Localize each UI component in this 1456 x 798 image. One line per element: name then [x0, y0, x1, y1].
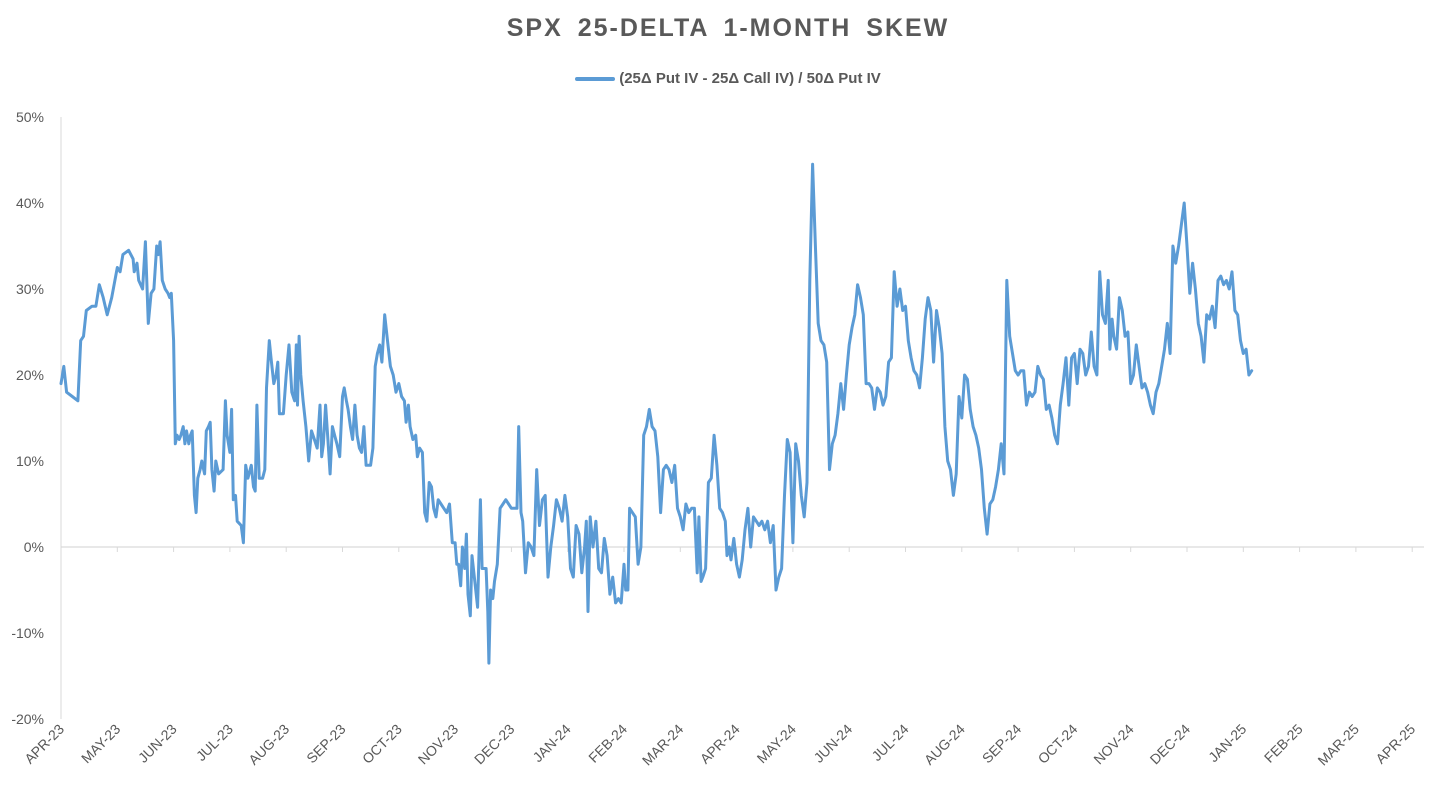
x-tick-label: SEP-23	[303, 721, 349, 767]
y-tick-label: 40%	[16, 195, 44, 211]
x-tick-label: AUG-24	[921, 721, 968, 768]
y-tick-label: -10%	[11, 625, 44, 641]
x-tick-label: DEC-23	[471, 721, 518, 768]
x-tick-label: JUL-23	[193, 721, 236, 764]
x-tick-label: APR-23	[21, 721, 67, 767]
x-tick-label: MAR-25	[1314, 721, 1362, 769]
x-tick-label: MAR-24	[639, 721, 687, 769]
x-tick-label: MAY-24	[754, 721, 800, 767]
x-tick-label: MAY-23	[78, 721, 124, 767]
x-tick-label: NOV-23	[415, 721, 462, 768]
x-tick-label: JAN-25	[1205, 721, 1249, 765]
series-group	[59, 162, 1254, 665]
y-tick-label: 10%	[16, 453, 44, 469]
x-tick-label: JUL-24	[868, 721, 911, 764]
x-tick-label: FEB-24	[585, 721, 630, 766]
x-tick-label: JUN-24	[810, 721, 855, 766]
y-tick-label: 30%	[16, 281, 44, 297]
y-tick-label: 0%	[24, 539, 44, 555]
x-tick-label: FEB-25	[1261, 721, 1306, 766]
x-tick-label: NOV-24	[1090, 721, 1137, 768]
x-tick-label: OCT-24	[1035, 721, 1081, 767]
x-tick-label: JUN-23	[135, 721, 180, 766]
legend: (25Δ Put IV - 25Δ Call IV) / 50Δ Put IV	[0, 70, 1456, 87]
x-tick-label: AUG-23	[245, 721, 292, 768]
x-tick-label: APR-24	[697, 721, 743, 767]
x-tick-label: APR-25	[1372, 721, 1418, 767]
legend-label: (25Δ Put IV - 25Δ Call IV) / 50Δ Put IV	[619, 70, 881, 87]
chart-title: SPX 25-DELTA 1-MONTH SKEW	[506, 14, 950, 42]
x-tick-label: DEC-24	[1147, 721, 1194, 768]
x-tick-label: JAN-24	[529, 721, 573, 765]
x-tick-label: SEP-24	[979, 721, 1025, 767]
x-tick-label: OCT-23	[359, 721, 405, 767]
y-tick-label: 50%	[16, 109, 44, 125]
series-line	[59, 162, 1254, 665]
y-tick-label: 20%	[16, 367, 44, 383]
legend-swatch	[575, 76, 616, 81]
y-tick-label: -20%	[11, 711, 44, 727]
